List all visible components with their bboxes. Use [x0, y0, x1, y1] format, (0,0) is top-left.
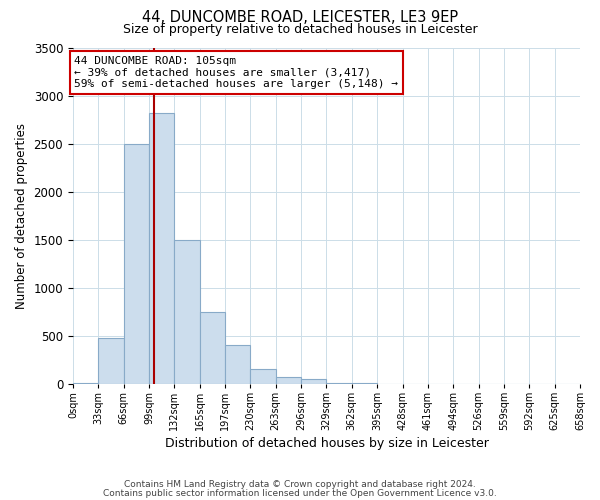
- Bar: [326, 383, 352, 384]
- Bar: [124, 144, 149, 384]
- Text: Size of property relative to detached houses in Leicester: Size of property relative to detached ho…: [122, 22, 478, 36]
- Y-axis label: Number of detached properties: Number of detached properties: [15, 122, 28, 308]
- Bar: [225, 346, 250, 384]
- Bar: [73, 383, 98, 384]
- Bar: [98, 338, 124, 384]
- Text: 44 DUNCOMBE ROAD: 105sqm
← 39% of detached houses are smaller (3,417)
59% of sem: 44 DUNCOMBE ROAD: 105sqm ← 39% of detach…: [74, 56, 398, 89]
- Bar: [276, 377, 301, 384]
- Bar: [200, 312, 225, 384]
- Bar: [149, 113, 175, 384]
- Bar: [301, 379, 326, 384]
- Bar: [175, 240, 200, 384]
- X-axis label: Distribution of detached houses by size in Leicester: Distribution of detached houses by size …: [164, 437, 488, 450]
- Text: Contains public sector information licensed under the Open Government Licence v3: Contains public sector information licen…: [103, 489, 497, 498]
- Bar: [250, 370, 276, 384]
- Text: 44, DUNCOMBE ROAD, LEICESTER, LE3 9EP: 44, DUNCOMBE ROAD, LEICESTER, LE3 9EP: [142, 10, 458, 25]
- Text: Contains HM Land Registry data © Crown copyright and database right 2024.: Contains HM Land Registry data © Crown c…: [124, 480, 476, 489]
